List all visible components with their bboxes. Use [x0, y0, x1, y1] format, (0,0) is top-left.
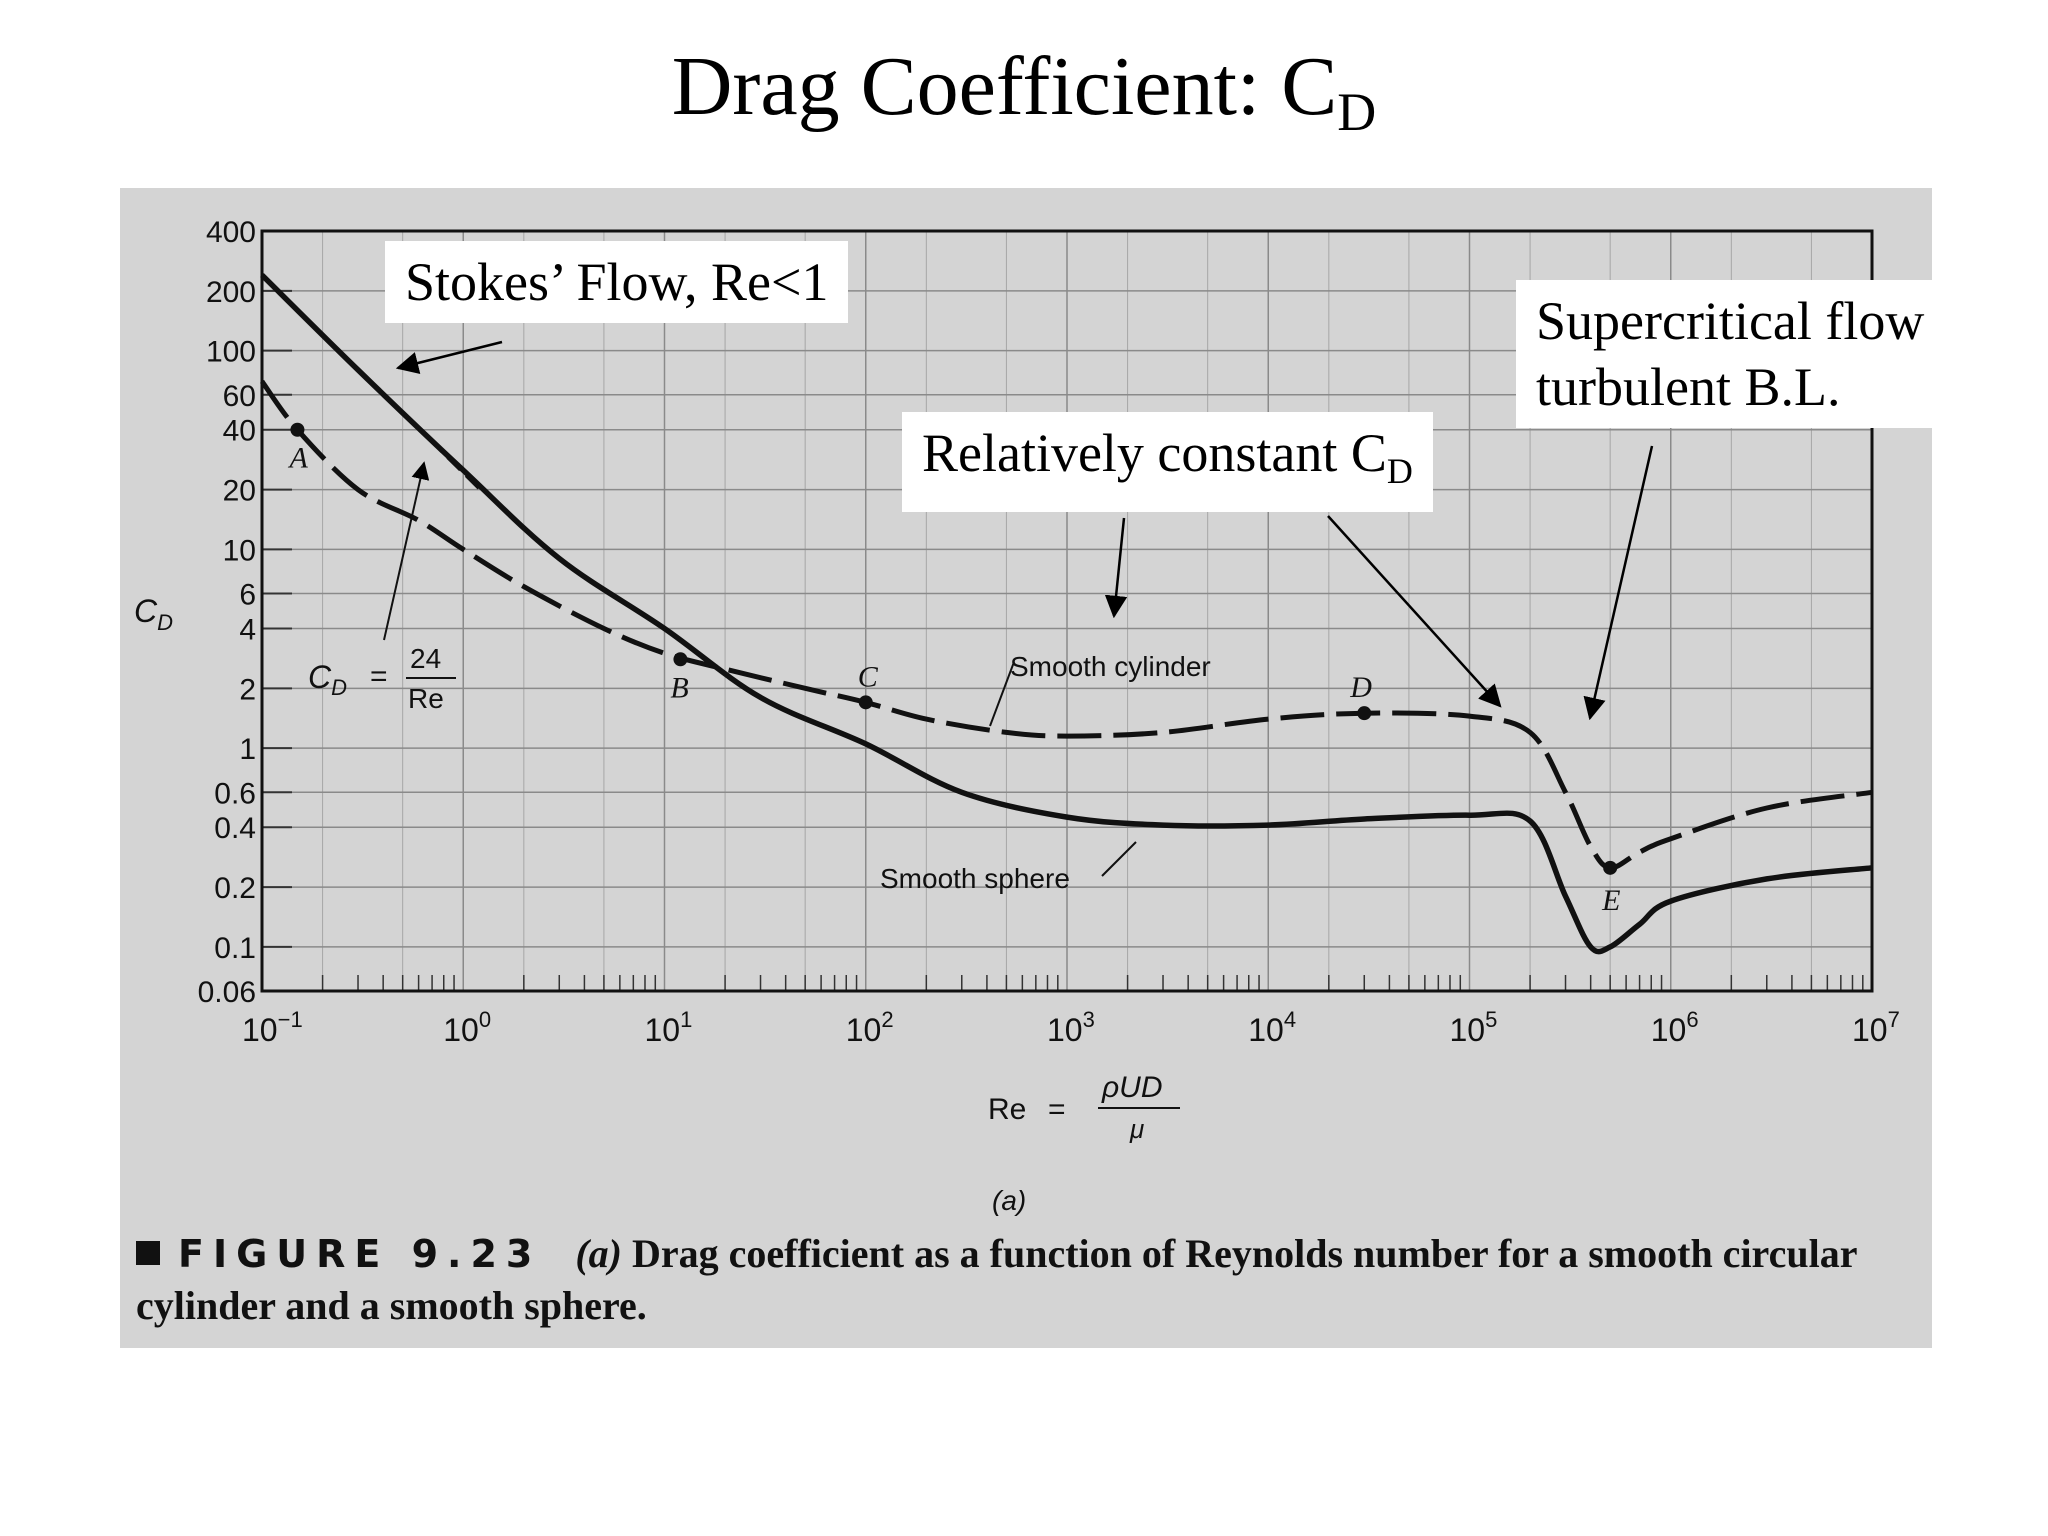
x-tick-label: 104: [1248, 1007, 1296, 1048]
point-label-c: C: [858, 660, 879, 693]
point-label-a: A: [287, 442, 308, 475]
formula-lhs: CD: [308, 659, 347, 700]
x-axis-label: Re = ρUD μ: [988, 1071, 1180, 1144]
point-marker-d: [1357, 706, 1372, 721]
y-tick-label: 1: [239, 733, 256, 766]
y-tick-label: 0.6: [214, 777, 256, 810]
formula-num: 24: [410, 643, 441, 674]
y-tick-label: 200: [206, 276, 256, 309]
x-tick-label: 10−1: [242, 1007, 303, 1048]
point-label-d: D: [1349, 671, 1372, 704]
point-label-b: B: [670, 671, 688, 704]
callout-constant-cd: Relatively constant CD: [902, 412, 1433, 512]
point-marker-e: [1603, 860, 1618, 875]
figure-caption: FIGURE 9.23 (a) Drag coefficient as a fun…: [136, 1228, 1876, 1332]
caption-part: (a): [575, 1231, 622, 1276]
callout-supercritical: Supercritical flow turbulent B.L.: [1516, 280, 1945, 428]
caption-text: Drag coefficient as a function of Reynol…: [136, 1231, 1857, 1328]
sublabel: (a): [992, 1185, 1026, 1216]
x-tick-label: 106: [1651, 1007, 1699, 1048]
y-tick-label: 2: [239, 673, 256, 706]
slide-title: Drag Coefficient: CD: [0, 38, 2048, 143]
constant-arrow-down: [1104, 517, 1128, 619]
point-label-e: E: [1601, 884, 1620, 917]
supercritical-arrow: [1583, 445, 1654, 721]
formula-den: Re: [408, 683, 444, 714]
y-tick-label: 20: [223, 475, 256, 508]
y-tick-label: 100: [206, 336, 256, 369]
stokes-arrow: [395, 340, 503, 375]
sphere-curve-label: Smooth sphere: [880, 863, 1070, 894]
y-tick-label: 0.06: [198, 976, 256, 1009]
point-marker-a: [290, 422, 305, 437]
callout-supercritical-line1: Supercritical flow: [1536, 291, 1925, 351]
point-marker-b: [673, 652, 688, 667]
y-tick-label: 0.2: [214, 872, 256, 905]
x-axis-label-re: Re: [988, 1093, 1026, 1126]
y-tick-label: 4: [239, 613, 256, 646]
x-tick-label: 101: [645, 1007, 693, 1048]
formula-arrow: [383, 461, 430, 641]
constant-arrow-diag: [1327, 515, 1502, 708]
callout-stokes-flow: Stokes’ Flow, Re<1: [385, 241, 849, 323]
callout-constant-main: Relatively constant C: [922, 423, 1387, 483]
slide-title-main: Drag Coefficient: C: [671, 40, 1338, 133]
series-stokes-line: [261, 274, 480, 491]
caption-square-icon: [136, 1241, 160, 1265]
x-axis-label-num: ρUD: [1101, 1071, 1163, 1104]
stokes-formula: CD = 24 Re: [308, 643, 456, 714]
callout-supercritical-line2: turbulent B.L.: [1536, 357, 1841, 417]
y-axis-label: CD: [134, 593, 173, 635]
x-tick-label: 103: [1047, 1007, 1095, 1048]
caption-figure-label: FIGURE 9.23: [178, 1232, 542, 1276]
plot-frame: [260, 229, 1874, 993]
x-tick-label: 100: [443, 1007, 491, 1048]
y-tick-label: 10: [223, 534, 256, 567]
x-tick-label: 102: [846, 1007, 894, 1048]
cylinder-label-leader: [989, 661, 1015, 727]
y-tick-label: 0.4: [214, 812, 256, 845]
y-tick-label: 60: [223, 380, 256, 413]
y-tick-label: 400: [206, 216, 256, 249]
series-smooth-sphere: [260, 273, 1873, 955]
point-marker-c: [858, 695, 873, 710]
sphere-label-leader: [1101, 841, 1137, 877]
y-tick-label: 40: [223, 415, 256, 448]
slide-title-sub: D: [1337, 82, 1377, 142]
x-tick-label: 105: [1450, 1007, 1498, 1048]
x-axis-ticks: 10−1 100 101 102 103 104 105 106 107: [242, 1007, 1900, 1048]
x-tick-label: 107: [1852, 1007, 1900, 1048]
x-axis-label-eq: =: [1048, 1093, 1066, 1126]
y-tick-label: 6: [239, 579, 256, 612]
chart-points: AB C DE: [287, 422, 1620, 917]
cylinder-curve-label: Smooth cylinder: [1010, 651, 1211, 682]
y-tick-label: 0.1: [214, 932, 256, 965]
x-axis-label-den: μ: [1129, 1114, 1144, 1144]
callout-constant-sub: D: [1386, 451, 1413, 491]
formula-eq: =: [370, 660, 388, 693]
